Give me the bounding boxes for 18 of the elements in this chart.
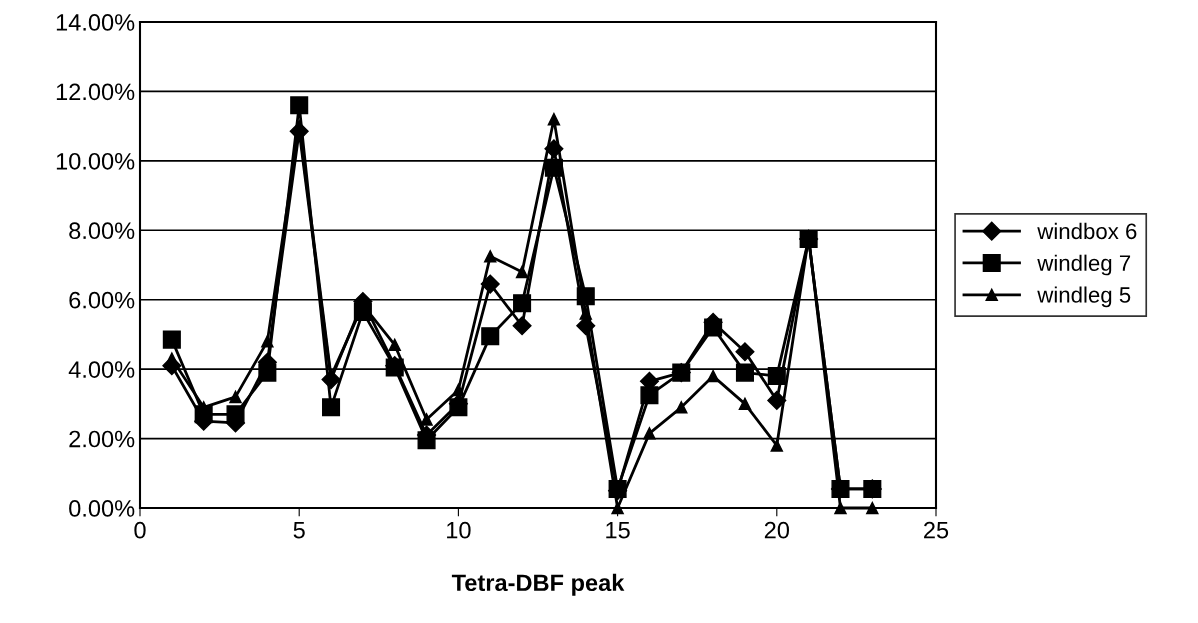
y-tick-label: 12.00% [56,83,135,101]
y-tick-label: 8.00% [69,222,135,240]
y-tick-label: 10.00% [56,152,135,170]
y-tick-label: 2.00% [69,430,135,448]
x-tick-label: 15 [606,522,630,539]
y-tick-label: 14.00% [56,14,135,31]
legend-label: windleg 7 [1037,254,1131,276]
y-tick-label: 6.00% [69,291,135,309]
x-tick-label: 10 [447,521,471,539]
x-tick-label: 0 [134,521,146,539]
x-tick-label: 25 [924,521,949,539]
y-tick-label: 0.00% [69,500,135,517]
x-tick-label: 5 [293,522,305,539]
y-tick-label: 4.00% [68,361,135,378]
x-tick-label: 20 [764,521,790,539]
x-axis-title: Tetra-DBF peak [451,573,625,596]
legend-label: windbox 6 [1037,222,1137,240]
legend-label: windleg 5 [1037,286,1131,308]
